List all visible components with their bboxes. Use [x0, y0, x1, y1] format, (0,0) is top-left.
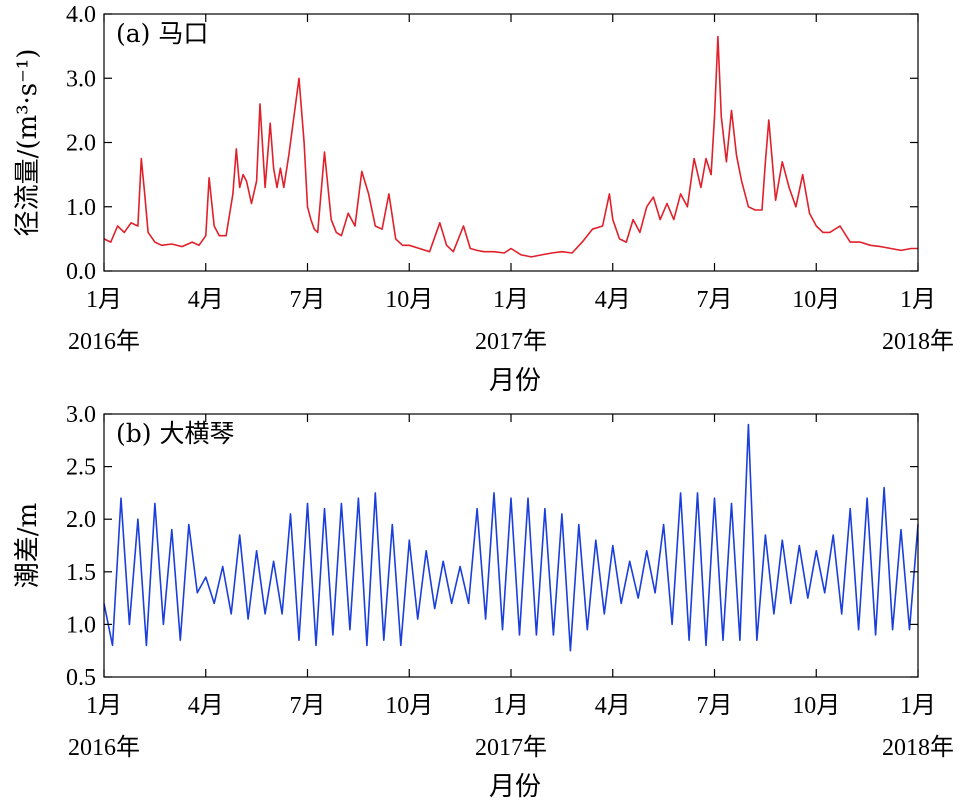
- y-tick-label: 1.0: [66, 195, 96, 221]
- year-label: 2018年: [882, 328, 954, 355]
- x-axis-title: 月份: [489, 772, 541, 802]
- y-tick-label: 1.5: [66, 560, 96, 586]
- year-label: 2016年: [68, 328, 140, 355]
- x-tick-label: 10月: [385, 693, 433, 719]
- x-axis-title: 月份: [489, 366, 541, 396]
- x-tick-label: 1月: [493, 693, 529, 719]
- year-label: 2017年: [475, 734, 547, 761]
- y-tick-label: 2.5: [66, 455, 96, 481]
- x-tick-label: 4月: [188, 287, 224, 313]
- x-tick-label: 4月: [595, 287, 631, 313]
- y-tick-label: 1.0: [66, 612, 96, 638]
- year-label: 2018年: [882, 734, 954, 761]
- y-tick-label: 2.0: [66, 507, 96, 533]
- series-line: [103, 35, 918, 258]
- y-axis-title: 径流量/(m³·s⁻¹): [13, 49, 43, 237]
- y-tick-label: 4.0: [66, 2, 96, 28]
- x-tick-label: 7月: [697, 693, 733, 719]
- panel-b: 0.5 1.0 1.5 2.0 2.5 3.0 1月 2016年 4月 7月 10月 1月 2017年 4…: [13, 402, 954, 802]
- panel-label: (b) 大横琴: [116, 419, 234, 448]
- x-tick-label: 1月: [86, 693, 122, 719]
- year-label: 2017年: [475, 328, 547, 355]
- x-tick-label: 1月: [900, 287, 936, 313]
- x-tick-label: 1月: [493, 287, 529, 313]
- y-tick-label: 0.5: [66, 665, 96, 691]
- x-tick-label: 1月: [900, 693, 936, 719]
- plot-frame: [103, 413, 919, 678]
- x-tick-label: 7月: [290, 693, 326, 719]
- y-axis-title: 潮差/m: [13, 503, 43, 588]
- x-tick-label: 10月: [792, 287, 840, 313]
- panel-label: (a) 马口: [116, 19, 208, 48]
- y-tick-label: 3.0: [66, 402, 96, 428]
- y-tick-label: 0.0: [66, 259, 96, 285]
- x-tick-label: 10月: [792, 693, 840, 719]
- y-tick-label: 3.0: [66, 66, 96, 92]
- x-tick-label: 7月: [290, 287, 326, 313]
- x-tick-label: 4月: [188, 693, 224, 719]
- panel-a: 0.0 1.0 2.0 3.0 4.0 1月 2016年 4月 7月 10月 1月 2017年 4月 7月…: [13, 2, 954, 396]
- x-tick-label: 7月: [697, 287, 733, 313]
- y-tick-label: 2.0: [66, 131, 96, 157]
- x-tick-label: 4月: [595, 693, 631, 719]
- x-tick-label: 1月: [86, 287, 122, 313]
- year-label: 2016年: [68, 734, 140, 761]
- x-tick-label: 10月: [385, 287, 433, 313]
- series-line: [103, 423, 919, 652]
